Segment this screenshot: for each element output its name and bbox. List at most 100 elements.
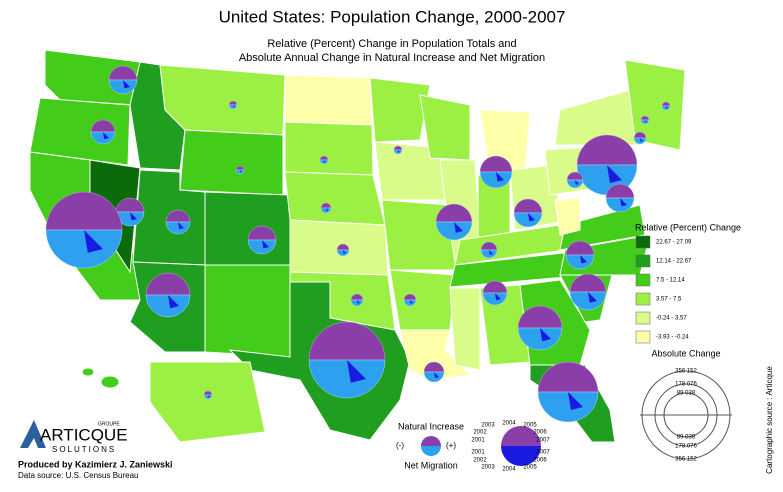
- glyph-top: [517, 305, 563, 329]
- glyph-accent: [645, 120, 647, 123]
- year-label: 2001: [471, 450, 485, 456]
- key-label: (+): [446, 441, 456, 450]
- glyph-top: [565, 240, 595, 256]
- glyph-accent: [357, 300, 360, 304]
- glyph-bottom: [320, 207, 332, 214]
- ring-label: 89 038: [677, 435, 696, 441]
- state: [149, 361, 266, 443]
- ring-label: 178 076: [675, 444, 697, 450]
- glyph-bottom: [640, 119, 650, 125]
- legend-label: -3.93 - -0.24: [656, 335, 689, 341]
- glyph-accent: [343, 250, 346, 254]
- glyph-bottom: [513, 212, 543, 228]
- year-label: 2006: [533, 458, 547, 464]
- glyph-accent: [240, 170, 242, 173]
- state: [204, 264, 291, 358]
- glyph-top: [482, 280, 508, 294]
- logo-text: GROUPE: [98, 421, 120, 427]
- glyph-top: [576, 134, 638, 166]
- year-label: 2004: [502, 467, 516, 473]
- state: [559, 204, 646, 251]
- producer: Produced by Kazimierz J. Zaniewski: [18, 459, 173, 469]
- legend-title: Absolute Change: [651, 348, 720, 358]
- state: [179, 129, 284, 196]
- glyph-bottom: [228, 104, 238, 110]
- logo-text: SOLUTIONS: [52, 445, 116, 454]
- glyphs: [45, 65, 671, 423]
- glyph-bottom: [565, 254, 595, 270]
- glyph-accent: [233, 105, 235, 108]
- state: [369, 77, 431, 143]
- glyph-accent: [434, 372, 439, 378]
- key-glyph: [421, 436, 441, 446]
- glyph-top: [423, 361, 445, 373]
- glyph-accent: [130, 212, 137, 221]
- state: [399, 329, 472, 381]
- glyph-bottom: [605, 197, 635, 213]
- state: [284, 171, 386, 226]
- key-label: Natural Increase: [398, 421, 464, 431]
- glyph-bottom: [350, 299, 364, 307]
- year-label: 2004: [502, 421, 516, 427]
- glyph-top: [115, 197, 145, 213]
- glyph-top: [633, 131, 647, 139]
- year-label: 2007: [536, 438, 550, 444]
- glyph-top: [605, 183, 635, 199]
- glyph-top: [479, 155, 513, 173]
- glyph-accent: [528, 213, 535, 222]
- glyph-bottom: [247, 239, 277, 255]
- state: [624, 59, 686, 151]
- glyph-bottom: [108, 79, 138, 95]
- legend-swatch: [635, 311, 651, 325]
- glyph-accent: [398, 150, 400, 153]
- glyph-accent: [540, 328, 551, 342]
- glyph-top: [537, 361, 599, 393]
- glyph-accent: [495, 293, 501, 301]
- glyph-accent: [208, 395, 210, 398]
- logo-text: ARTICQUE: [40, 425, 128, 444]
- state: [284, 74, 373, 126]
- glyph-bottom: [165, 221, 191, 235]
- glyph-bottom: [482, 292, 508, 306]
- state: [449, 287, 481, 371]
- glyph-bottom: [569, 291, 607, 311]
- glyph-top: [165, 209, 191, 223]
- glyph-bottom: [517, 327, 563, 351]
- legend-title: Relative (Percent) Change: [635, 222, 741, 232]
- glyph-accent: [588, 292, 597, 303]
- glyph-bottom: [633, 137, 647, 145]
- glyph-top: [403, 293, 417, 301]
- glyph-bottom: [393, 149, 403, 155]
- legend-label: 22.67 - 27.09: [656, 240, 692, 246]
- glyph-accent: [575, 180, 579, 185]
- state: [100, 375, 120, 389]
- glyph-top: [145, 272, 191, 296]
- year-label: 2002: [473, 458, 487, 464]
- glyph-top: [108, 65, 138, 81]
- legend-label: -0.24 - 3.57: [656, 316, 687, 322]
- ring-label: 178 076: [675, 382, 697, 388]
- state: [29, 97, 131, 166]
- subtitle: Absolute Annual Change in Natural Increa…: [239, 52, 545, 64]
- glyph-accent: [410, 300, 413, 304]
- glyph-accent: [496, 172, 504, 182]
- glyph-bottom: [145, 294, 191, 318]
- legend-swatch: [635, 254, 651, 268]
- subtitle: Relative (Percent) Change in Population …: [267, 38, 516, 50]
- glyph-accent: [262, 240, 269, 249]
- glyph-bottom: [537, 391, 599, 423]
- glyph-bottom: [480, 249, 498, 259]
- state: [554, 89, 641, 146]
- glyph-bottom: [203, 394, 213, 400]
- glyph-key: Natural Increase Net Migration (-) (+) 2…: [396, 421, 550, 473]
- legend-swatch: [635, 330, 651, 344]
- glyph-accent: [620, 198, 627, 207]
- state: [81, 367, 95, 377]
- legend: Relative (Percent) Change 22.67 - 27.09 1…: [635, 222, 741, 344]
- year-label: 2003: [481, 423, 495, 429]
- glyph-accent: [568, 392, 583, 410]
- legend-label: 12.14 - 22.67: [656, 259, 692, 265]
- glyph-bottom: [403, 299, 417, 307]
- year-label: 2001: [471, 438, 485, 444]
